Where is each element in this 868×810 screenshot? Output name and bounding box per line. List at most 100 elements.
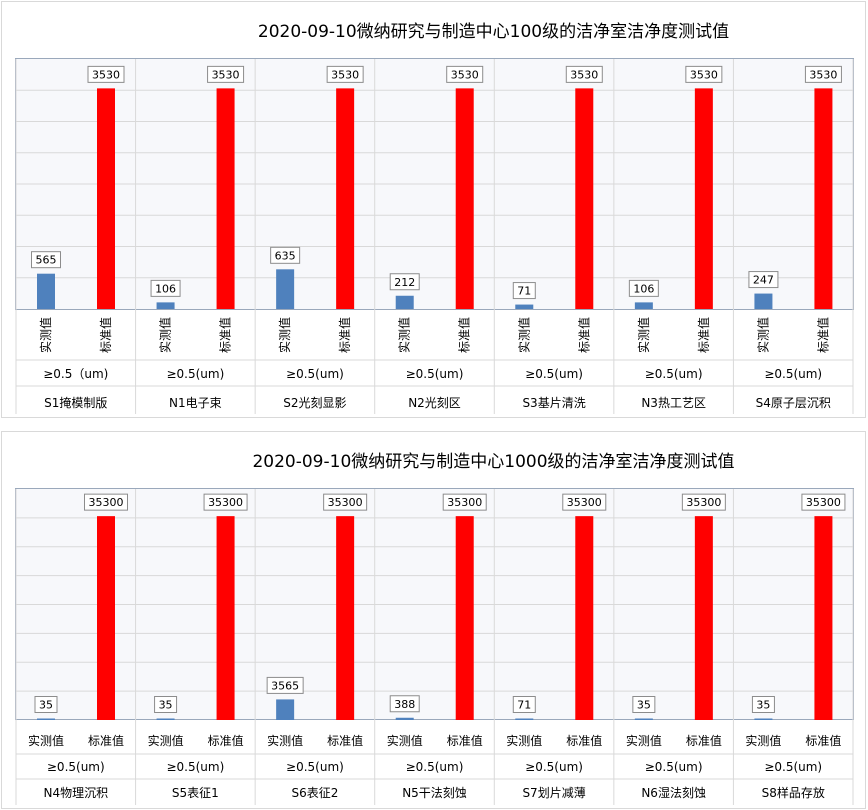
size-label: ≥0.5(um) <box>286 760 344 774</box>
size-label: ≥0.5(um) <box>406 367 464 381</box>
bar-measured <box>634 302 653 309</box>
size-label: ≥0.5（um) <box>43 367 108 381</box>
bar-standard <box>694 88 713 309</box>
series-label: 实测值 <box>158 317 173 353</box>
size-label: ≥0.5(um) <box>406 760 464 774</box>
data-label-box <box>150 279 181 297</box>
bar-standard <box>455 88 474 309</box>
data-label: 35300 <box>567 496 602 509</box>
series-label: 标准值 <box>218 317 233 353</box>
data-label-box <box>323 493 368 511</box>
category-label: N6湿法刻蚀 <box>641 785 706 800</box>
data-label: 247 <box>753 274 774 287</box>
bar-measured <box>754 293 773 309</box>
bar-standard <box>216 88 235 309</box>
series-label: 标准值 <box>337 317 352 353</box>
data-label: 3530 <box>690 68 718 81</box>
size-label: ≥0.5(um) <box>47 760 105 774</box>
data-label-box <box>681 493 726 511</box>
data-label: 35300 <box>328 496 363 509</box>
bar-measured <box>754 718 773 720</box>
data-label-box <box>628 279 659 297</box>
series-label: 实测值 <box>277 317 292 353</box>
category-label: S5表征1 <box>172 786 219 800</box>
data-label: 71 <box>517 285 531 298</box>
category-label: S2光刻显影 <box>283 396 346 410</box>
category-label: S8样品存放 <box>762 785 825 800</box>
data-label: 3565 <box>271 679 299 692</box>
series-label: 标准值 <box>815 317 830 353</box>
data-label: 35 <box>637 699 651 712</box>
data-label: 3530 <box>451 68 479 81</box>
series-label: 实测值 <box>626 733 662 748</box>
size-label: ≥0.5(um) <box>525 367 583 381</box>
category-label: S4原子层沉积 <box>756 396 831 410</box>
category-label: N2光刻区 <box>408 396 461 410</box>
category-label: S7划片减薄 <box>522 785 585 800</box>
data-label: 212 <box>394 276 415 289</box>
bar-measured <box>37 273 55 309</box>
data-label-box <box>804 65 842 83</box>
chart-title: 2020-09-10微纳研究与制造中心1000级的洁净室洁净度测试值 <box>252 452 735 472</box>
data-label-box <box>203 493 248 511</box>
data-label-box <box>326 65 364 83</box>
series-label: 实测值 <box>387 733 423 748</box>
data-label-box <box>748 271 779 289</box>
series-label: 实测值 <box>516 317 531 353</box>
chart-panel-1000: 2020-09-10微纳研究与制造中心1000级的洁净室洁净度测试值 35 实测值… <box>1 431 866 809</box>
size-label: ≥0.5(um) <box>525 760 583 774</box>
series-label: 实测值 <box>397 317 412 353</box>
series-label: 实测值 <box>28 733 64 748</box>
data-label-box <box>389 273 420 291</box>
bar-measured <box>276 269 295 309</box>
series-label: 标准值 <box>88 733 124 748</box>
bar-standard <box>336 88 355 309</box>
series-label: 标准值 <box>686 733 722 748</box>
series-label: 标准值 <box>447 733 483 748</box>
chart-svg: 35 实测值 35300 标准值 ≥0.5(um) N4物理沉积 35 实测值 35300 标准值… <box>15 489 854 805</box>
data-label-box <box>270 246 301 264</box>
data-label-box <box>632 696 656 713</box>
data-label-box <box>154 696 178 713</box>
series-label: 标准值 <box>98 317 113 353</box>
data-label-box <box>87 65 125 83</box>
category-label: N5干法刻蚀 <box>402 786 467 800</box>
bar-measured <box>37 718 55 720</box>
data-label: 35 <box>159 699 173 712</box>
size-label: ≥0.5(um) <box>764 367 822 381</box>
size-label: ≥0.5(um) <box>166 367 224 381</box>
category-label: S6表征2 <box>291 786 338 800</box>
data-label-box <box>84 493 128 511</box>
data-label-box <box>34 696 58 713</box>
data-label: 35300 <box>208 496 243 509</box>
size-label: ≥0.5(um) <box>645 367 703 381</box>
data-label-box <box>442 493 487 511</box>
series-label: 标准值 <box>457 317 472 353</box>
chart-title: 2020-09-10微纳研究与制造中心100级的洁净室洁净度测试值 <box>257 22 730 42</box>
chart-panel-100: 2020-09-10微纳研究与制造中心100级的洁净室洁净度测试值 565 实测值… <box>1 1 866 418</box>
series-label: 标准值 <box>566 733 602 748</box>
series-label: 实测值 <box>745 733 781 748</box>
data-label: 106 <box>633 282 654 295</box>
data-label: 71 <box>517 699 531 712</box>
data-label: 35300 <box>447 496 482 509</box>
series-label: 实测值 <box>636 317 651 353</box>
bar-standard <box>97 516 115 720</box>
bar-standard <box>814 88 833 309</box>
bar-standard <box>97 88 115 309</box>
data-label-box <box>207 65 245 83</box>
bar-measured <box>395 717 414 720</box>
category-label: S1掩模制版 <box>44 396 107 410</box>
data-label: 3530 <box>92 68 120 81</box>
category-label: N3热工艺区 <box>641 396 706 410</box>
data-label-box <box>266 676 304 694</box>
bar-standard <box>575 516 594 720</box>
data-label: 635 <box>275 249 296 262</box>
category-label: N1电子束 <box>169 396 222 410</box>
data-label-box <box>751 696 775 713</box>
data-label: 3530 <box>809 68 837 81</box>
size-label: ≥0.5(um) <box>764 760 822 774</box>
bar-measured <box>515 718 534 720</box>
data-label: 35 <box>756 699 770 712</box>
size-label: ≥0.5(um) <box>645 760 703 774</box>
